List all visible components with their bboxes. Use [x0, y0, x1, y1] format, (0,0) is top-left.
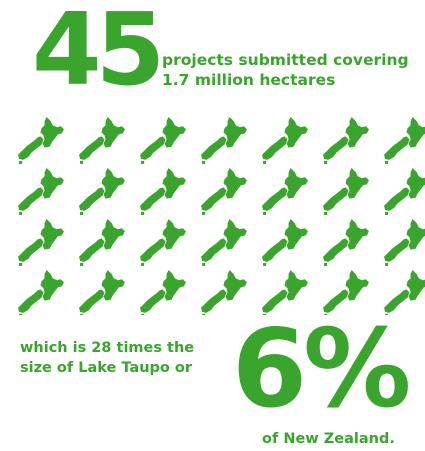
- new-zealand-map-icon: [323, 219, 369, 266]
- projects-description: projects submitted covering 1.7 million …: [162, 50, 409, 90]
- new-zealand-map-icon: [79, 168, 125, 215]
- percent-figure: 6%: [232, 307, 411, 432]
- new-zealand-map-icon: [79, 270, 125, 315]
- projects-description-line2: 1.7 million hectares: [162, 71, 336, 89]
- icon-grid-canvas: [18, 117, 425, 315]
- new-zealand-map-icon: [384, 168, 425, 215]
- comparison-line1: which is 28 times the: [20, 340, 195, 356]
- comparison-text: which is 28 times the size of Lake Taupo…: [20, 338, 194, 378]
- new-zealand-map-icon: [18, 168, 64, 215]
- new-zealand-map-icon: [18, 219, 64, 266]
- new-zealand-map-icon: [18, 270, 64, 315]
- new-zealand-map-icon: [262, 219, 308, 266]
- new-zealand-map-icon: [262, 117, 308, 164]
- comparison-line2: size of Lake Taupo or: [20, 360, 193, 376]
- new-zealand-map-icon: [140, 168, 186, 215]
- new-zealand-map-icon: [323, 168, 369, 215]
- new-zealand-map-icon: [79, 117, 125, 164]
- new-zealand-map-icon: [201, 168, 247, 215]
- new-zealand-map-icon: [384, 219, 425, 266]
- new-zealand-map-icon: [201, 117, 247, 164]
- new-zealand-map-icon: [201, 219, 247, 266]
- new-zealand-map-icon: [384, 117, 425, 164]
- new-zealand-map-icon: [140, 270, 186, 315]
- new-zealand-map-icon: [18, 117, 64, 164]
- new-zealand-map-icon: [140, 219, 186, 266]
- new-zealand-map-icon: [262, 168, 308, 215]
- projects-count: 45: [32, 0, 165, 108]
- percent-description: of New Zealand.: [262, 431, 395, 447]
- new-zealand-map-icon: [323, 117, 369, 164]
- projects-description-line1: projects submitted covering: [162, 51, 409, 69]
- new-zealand-icon-grid: [16, 115, 425, 315]
- new-zealand-map-icon: [79, 219, 125, 266]
- new-zealand-map-icon: [140, 117, 186, 164]
